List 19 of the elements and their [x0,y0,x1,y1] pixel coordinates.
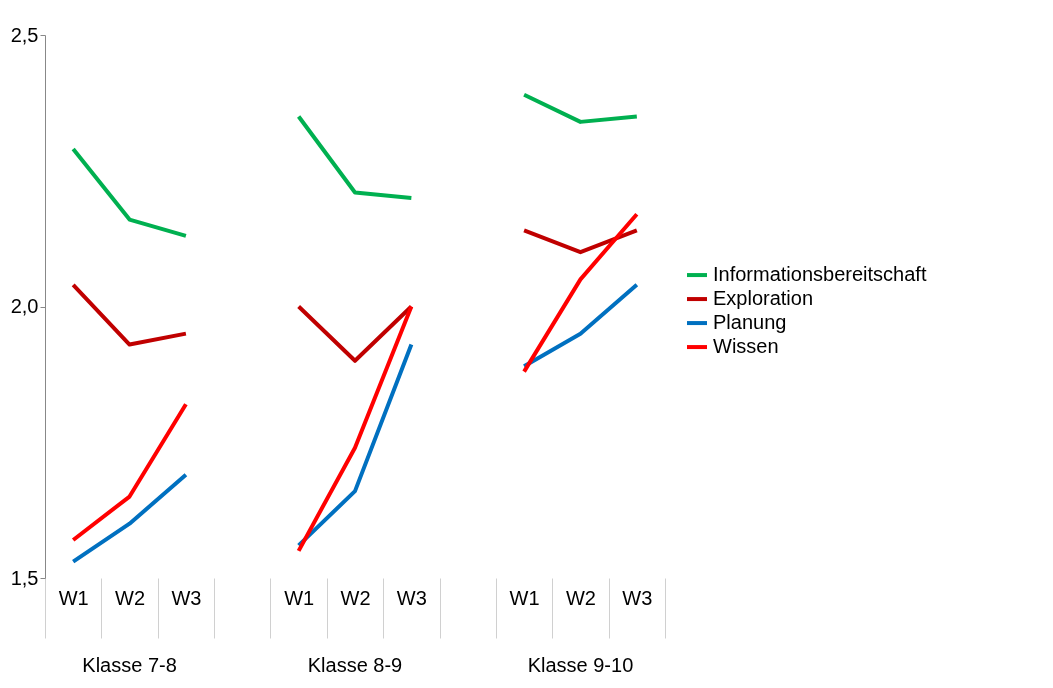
y-tick-label: 2,5 [10,23,39,46]
y-tick-label: 1,5 [10,566,39,589]
y-tick-label: 2,0 [10,295,39,317]
x-tick-label: W1 [509,586,540,609]
legend-label: Exploration [713,287,814,310]
text: Klasse 7-8 [82,654,177,676]
x-tick-label: W2 [340,586,371,609]
legend-label: Informationsbereitschaft [713,263,927,286]
x-tick-label: W1 [284,586,315,609]
x-tick-label: W3 [171,586,202,609]
text: Klasse 9-10 [527,654,634,676]
x-tick-label: W2 [565,586,596,609]
text: Klasse 8-9 [307,654,403,676]
x-tick-label: W3 [622,586,653,609]
x-tick-label: W3 [396,586,427,609]
legend-label: Wissen [713,335,779,358]
x-tick-label: W2 [115,586,146,609]
legend-label: Planung [713,311,787,334]
x-tick-label: W1 [58,586,89,609]
